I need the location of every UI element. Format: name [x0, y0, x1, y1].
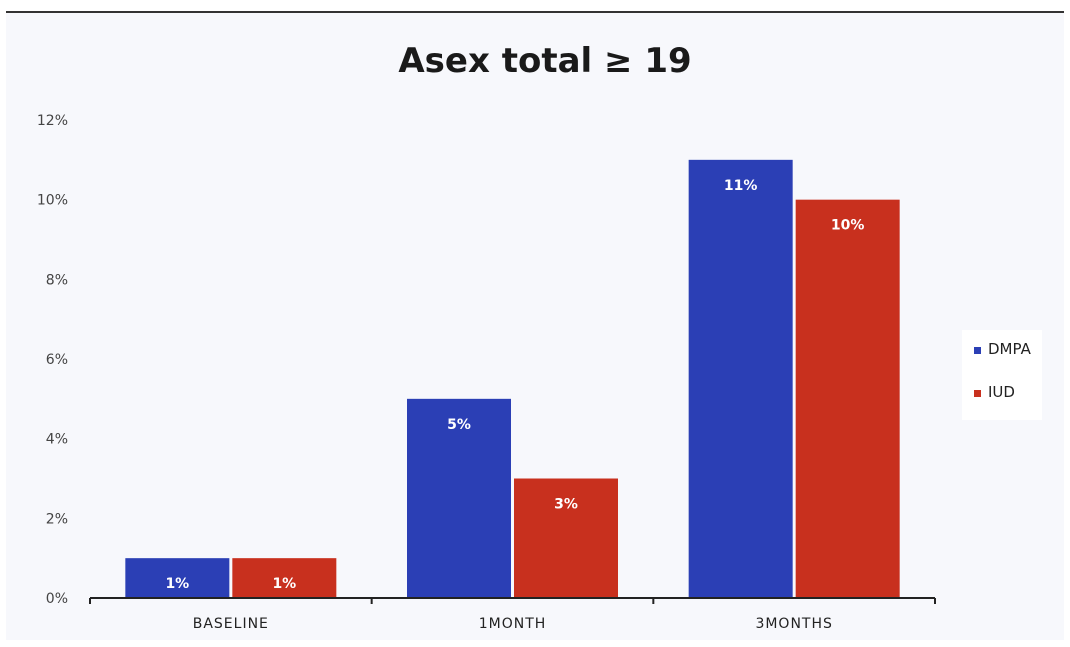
data-label: 1%	[272, 576, 296, 592]
data-label: 1%	[165, 576, 189, 592]
bar-dmpa-baseline	[125, 558, 230, 598]
bar-dmpa-1month	[407, 398, 511, 598]
bar-iud-3months	[795, 199, 900, 598]
y-axis: 0% 2% 4% 6% 8% 10% 12%	[37, 113, 68, 607]
bar-dmpa-3months	[688, 159, 793, 599]
y-tick-label: 8%	[46, 272, 68, 288]
y-tick-label: 6%	[46, 352, 68, 368]
legend: DMPA IUD	[962, 330, 1042, 420]
legend-swatch-iud	[974, 390, 981, 397]
bars-group: 1% 1% 5% 3% 11% 10%	[125, 159, 900, 599]
bar-iud-baseline	[232, 558, 337, 598]
chart-title: Asex total ≥ 19	[398, 41, 691, 81]
legend-swatch-dmpa	[974, 347, 981, 354]
x-tick-label: BASELINE	[193, 616, 269, 632]
y-tick-label: 12%	[37, 113, 68, 129]
data-label: 5%	[447, 417, 471, 433]
y-tick-label: 0%	[46, 591, 68, 607]
legend-label-iud: IUD	[988, 383, 1015, 401]
x-axis: BASELINE 1MONTH 3MONTHS	[89, 597, 936, 632]
bar-iud-1month	[514, 478, 618, 598]
y-tick-label: 10%	[37, 193, 68, 209]
legend-box	[962, 330, 1042, 420]
data-label: 10%	[831, 218, 865, 234]
x-tick-label: 1MONTH	[479, 616, 547, 632]
y-tick-label: 4%	[46, 432, 68, 448]
legend-label-dmpa: DMPA	[988, 340, 1032, 358]
data-label: 3%	[554, 497, 578, 513]
y-tick-label: 2%	[46, 511, 68, 527]
data-label: 11%	[724, 178, 758, 194]
x-tick-label: 3MONTHS	[755, 616, 832, 632]
